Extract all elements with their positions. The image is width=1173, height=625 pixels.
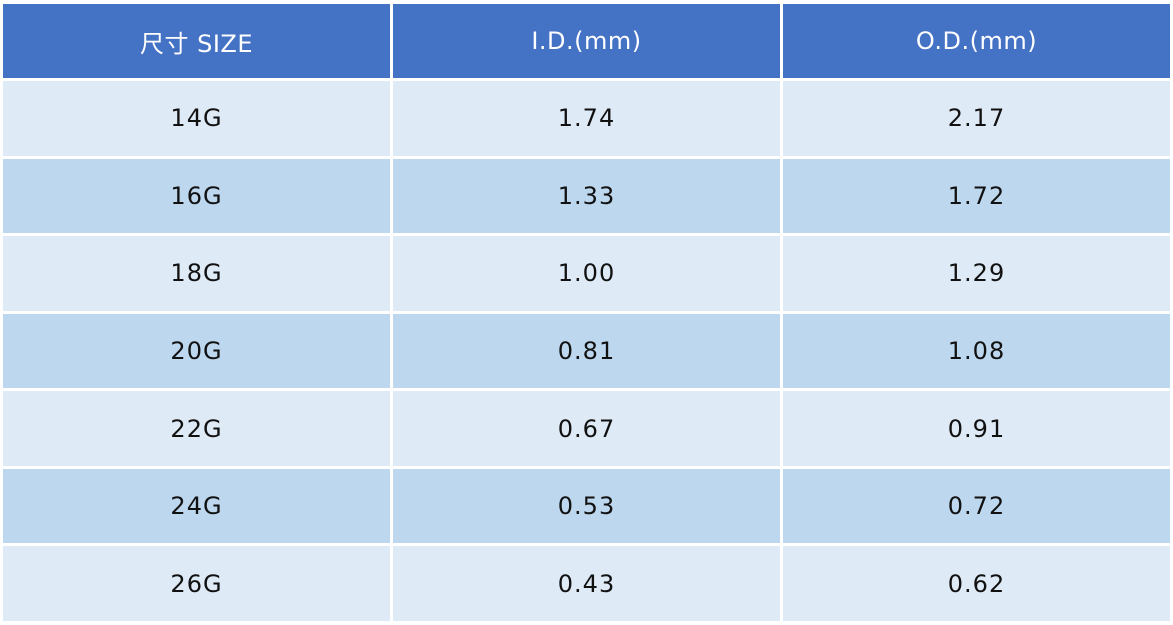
cell-inner-diameter: 0.53 xyxy=(393,468,780,544)
cell-outer-diameter: 0.62 xyxy=(783,546,1170,621)
cell-outer-diameter: 0.91 xyxy=(783,391,1170,466)
cell-size: 16G xyxy=(3,158,390,234)
cell-size: 14G xyxy=(3,81,390,156)
cell-size: 24G xyxy=(3,468,390,544)
cell-size: 26G xyxy=(3,546,390,621)
cell-outer-diameter: 1.08 xyxy=(783,313,1170,389)
header-inner-diameter: I.D.(mm) xyxy=(393,4,780,78)
cell-size: 18G xyxy=(3,236,390,311)
cell-outer-diameter: 1.72 xyxy=(783,158,1170,234)
cell-size: 20G xyxy=(3,313,390,389)
header-size: 尺寸 SIZE xyxy=(3,4,390,78)
table-row: 16G 1.33 1.72 xyxy=(3,158,1170,234)
cell-outer-diameter: 1.29 xyxy=(783,236,1170,311)
table-row: 14G 1.74 2.17 xyxy=(3,81,1170,156)
table-row: 18G 1.00 1.29 xyxy=(3,236,1170,311)
cell-inner-diameter: 1.00 xyxy=(393,236,780,311)
cell-outer-diameter: 2.17 xyxy=(783,81,1170,156)
table-row: 20G 0.81 1.08 xyxy=(3,313,1170,389)
cell-inner-diameter: 0.81 xyxy=(393,313,780,389)
table-row: 24G 0.53 0.72 xyxy=(3,468,1170,544)
gauge-size-table-container: 尺寸 SIZE I.D.(mm) O.D.(mm) 14G 1.74 2.17 … xyxy=(3,4,1170,621)
cell-inner-diameter: 0.67 xyxy=(393,391,780,466)
table-header-row: 尺寸 SIZE I.D.(mm) O.D.(mm) xyxy=(3,4,1170,78)
cell-inner-diameter: 1.33 xyxy=(393,158,780,234)
cell-outer-diameter: 0.72 xyxy=(783,468,1170,544)
header-outer-diameter: O.D.(mm) xyxy=(783,4,1170,78)
table-row: 26G 0.43 0.62 xyxy=(3,546,1170,621)
table-row: 22G 0.67 0.91 xyxy=(3,391,1170,466)
cell-inner-diameter: 0.43 xyxy=(393,546,780,621)
cell-size: 22G xyxy=(3,391,390,466)
cell-inner-diameter: 1.74 xyxy=(393,81,780,156)
